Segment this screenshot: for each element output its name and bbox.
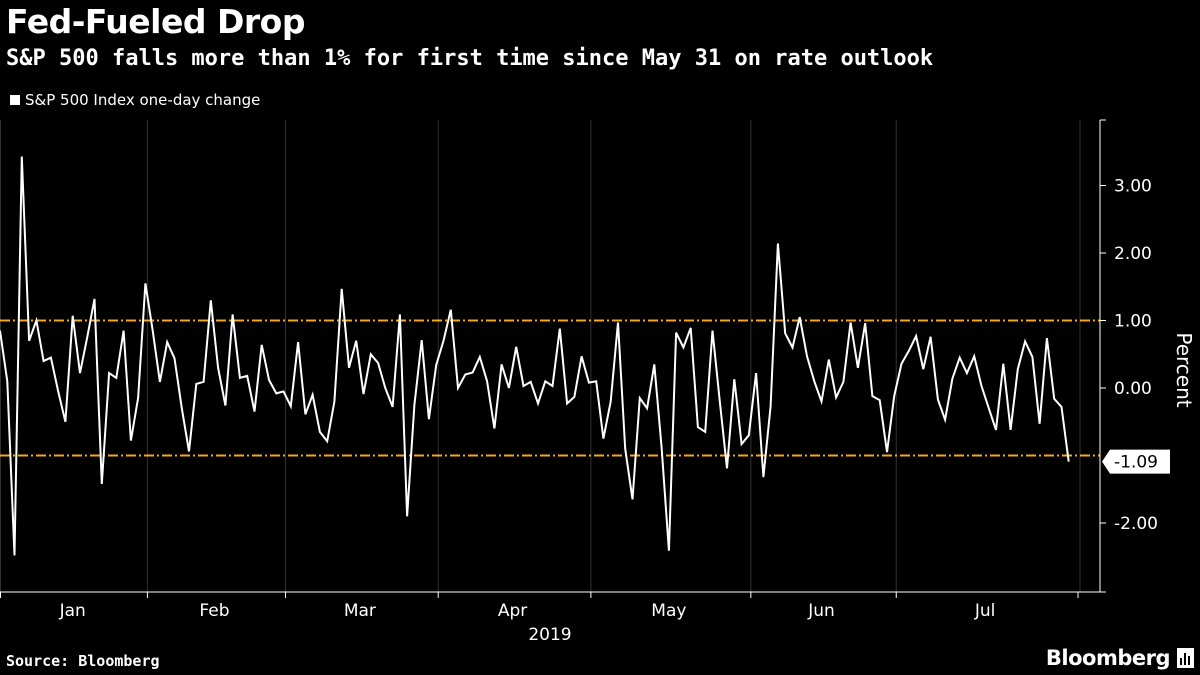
source-note: Source: Bloomberg <box>6 652 160 670</box>
y-axis-title: Percent <box>1172 332 1196 407</box>
line-chart: 3.00 2.00 1.00 0.00 -2.00 -1.09 Percent Jan Feb… <box>0 119 1196 640</box>
x-axis: Jan Feb Mar Apr May Jun Jul 2019 <box>0 591 1100 640</box>
series-line <box>0 156 1070 556</box>
legend: S&P 500 Index one-day change <box>10 91 260 109</box>
y-tick-label: 3.00 <box>1114 177 1152 197</box>
gridlines <box>0 120 1081 592</box>
x-axis-year-label: 2019 <box>528 625 571 640</box>
chart-subtitle: S&P 500 falls more than 1% for first tim… <box>6 46 934 71</box>
y-tick-label: -2.00 <box>1114 514 1158 534</box>
chart-title: Fed-Fueled Drop <box>6 2 305 41</box>
legend-swatch <box>10 95 20 105</box>
last-value-label: -1.09 <box>1114 453 1158 473</box>
x-tick-label: Feb <box>199 601 229 621</box>
x-tick-label: Apr <box>498 601 527 621</box>
x-tick-label: Jun <box>807 601 835 621</box>
brand-logo: Bloomberg <box>1045 646 1171 670</box>
y-tick-label: 0.00 <box>1114 379 1152 399</box>
series-line-path <box>0 156 1070 556</box>
y-axis: 3.00 2.00 1.00 0.00 -2.00 -1.09 Percent <box>1099 119 1196 593</box>
last-value-callout <box>1102 449 1170 474</box>
x-tick-label: Mar <box>344 601 376 621</box>
legend-label: S&P 500 Index one-day change <box>25 91 261 109</box>
y-tick-label: 2.00 <box>1114 244 1152 264</box>
reference-lines <box>0 319 1100 457</box>
y-tick-label: 1.00 <box>1114 312 1152 332</box>
x-tick-label: Jan <box>59 601 86 621</box>
bloomberg-chart-icon <box>1177 648 1194 668</box>
x-tick-label: Jul <box>974 601 996 621</box>
x-tick-label: May <box>651 601 686 621</box>
